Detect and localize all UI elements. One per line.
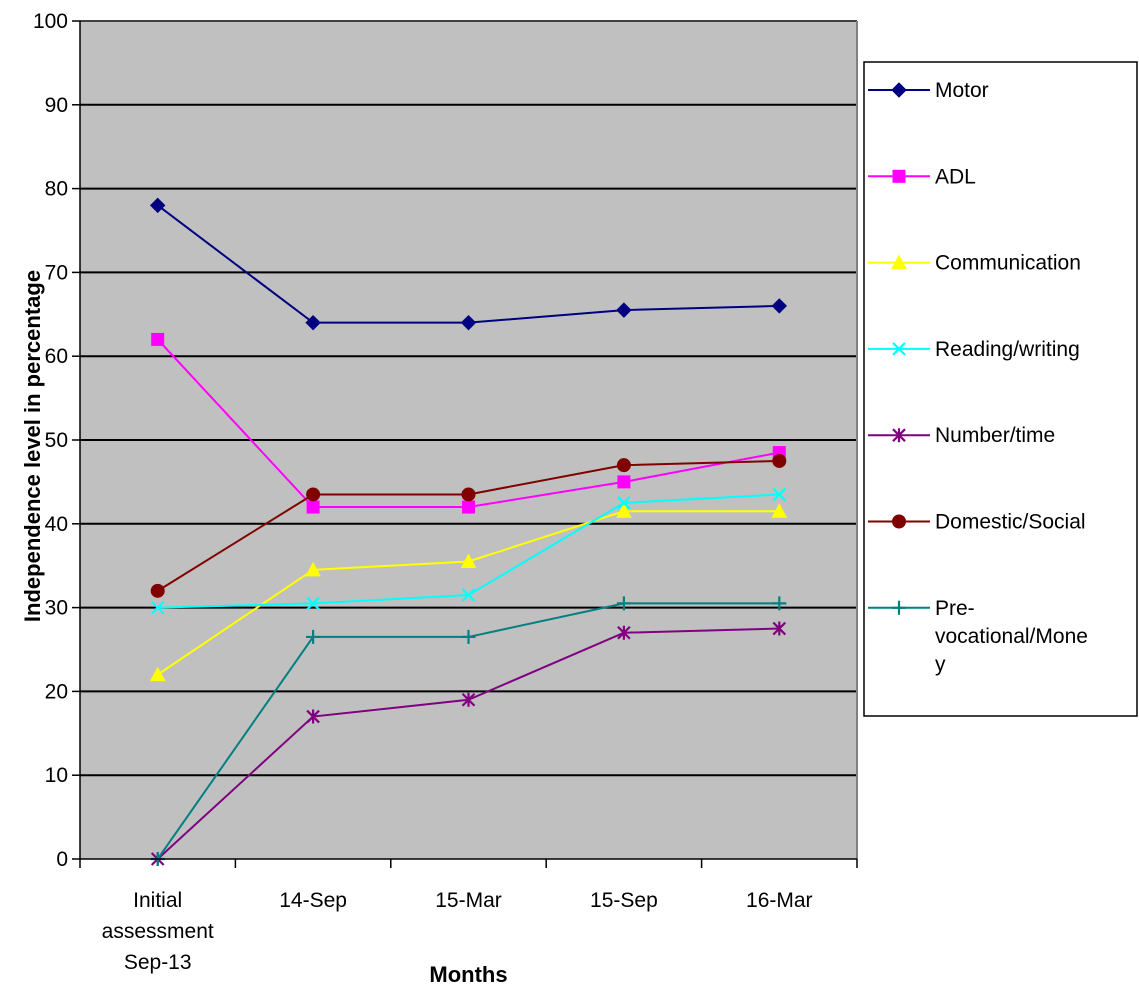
legend-entry: Reading/writing xyxy=(868,338,1080,361)
legend xyxy=(863,61,1138,717)
data-point xyxy=(616,302,632,318)
data-point xyxy=(305,314,321,331)
data-point xyxy=(149,197,166,214)
y-tick-label: 10 xyxy=(45,764,68,787)
data-point xyxy=(461,692,476,707)
data-point xyxy=(306,629,321,644)
x-tick-label: Initial assessment Sep-13 xyxy=(102,889,214,974)
legend-label: Number/time xyxy=(935,424,1055,447)
y-tick-label: 20 xyxy=(45,680,68,703)
y-tick-label: 80 xyxy=(45,178,68,201)
data-point xyxy=(306,596,320,611)
data-point xyxy=(772,487,787,502)
y-tick-label: 60 xyxy=(45,345,68,368)
data-point xyxy=(305,561,321,577)
data-point xyxy=(461,629,476,644)
legend-label: Pre-vocational/Mone y xyxy=(935,597,1088,676)
data-point xyxy=(617,475,631,489)
data-point xyxy=(772,621,787,636)
data-point xyxy=(460,314,477,331)
y-tick-label: 30 xyxy=(45,597,68,620)
data-point xyxy=(461,487,476,502)
data-point xyxy=(771,298,788,314)
y-axis-title: Independence level in percentage xyxy=(20,270,45,622)
series-1 xyxy=(151,332,786,514)
x-tick-label: 16-Mar xyxy=(746,889,813,912)
data-point xyxy=(616,458,631,473)
legend-label: ADL xyxy=(935,165,976,188)
data-point xyxy=(462,500,475,514)
data-point xyxy=(460,553,477,569)
data-point xyxy=(617,625,631,640)
legend-marker xyxy=(892,342,906,356)
x-tick-label: 15-Mar xyxy=(435,889,502,912)
legend-marker xyxy=(891,254,907,270)
legend-entry: Number/time xyxy=(868,424,1055,447)
legend-marker xyxy=(891,82,907,98)
x-tick-label: 14-Sep xyxy=(279,889,347,912)
data-point xyxy=(306,709,320,724)
series-0 xyxy=(149,197,788,331)
y-tick-label: 70 xyxy=(45,261,68,284)
data-point xyxy=(306,500,320,514)
legend-entry: Motor xyxy=(868,79,989,102)
y-tick-label: 100 xyxy=(33,10,68,33)
legend-marker xyxy=(892,428,906,443)
data-point xyxy=(151,332,165,346)
legend-marker xyxy=(892,514,906,529)
legend-entry: Domestic/Social xyxy=(868,511,1086,534)
legend-marker xyxy=(892,169,906,183)
series-5 xyxy=(150,453,787,598)
legend-label: Motor xyxy=(935,79,989,102)
data-point xyxy=(306,487,321,502)
y-tick-label: 50 xyxy=(45,429,68,452)
data-point xyxy=(772,596,787,611)
y-tick-label: 40 xyxy=(45,513,68,536)
y-tick-label: 90 xyxy=(45,94,68,117)
data-point xyxy=(150,600,165,615)
data-point xyxy=(616,596,631,611)
legend-label: Communication xyxy=(935,252,1081,275)
legend-label: Domestic/Social xyxy=(935,511,1086,534)
data-point xyxy=(617,496,631,510)
data-point xyxy=(772,453,787,468)
legend-entry: Pre-vocational/Mone y xyxy=(868,597,1088,676)
data-point xyxy=(616,503,632,518)
series-3 xyxy=(150,487,787,615)
legend-entry: Communication xyxy=(868,252,1081,275)
data-point xyxy=(461,588,476,602)
x-tick-label: 15-Sep xyxy=(590,889,658,912)
series-6 xyxy=(150,596,787,866)
data-point xyxy=(149,666,166,682)
y-tick-label: 0 xyxy=(56,848,68,871)
x-axis-title: Months xyxy=(429,962,507,987)
data-point xyxy=(150,583,165,598)
legend-marker xyxy=(892,600,906,615)
legend-label: Reading/writing xyxy=(935,338,1080,361)
legend-entry: ADL xyxy=(868,165,976,188)
data-point xyxy=(771,503,788,518)
